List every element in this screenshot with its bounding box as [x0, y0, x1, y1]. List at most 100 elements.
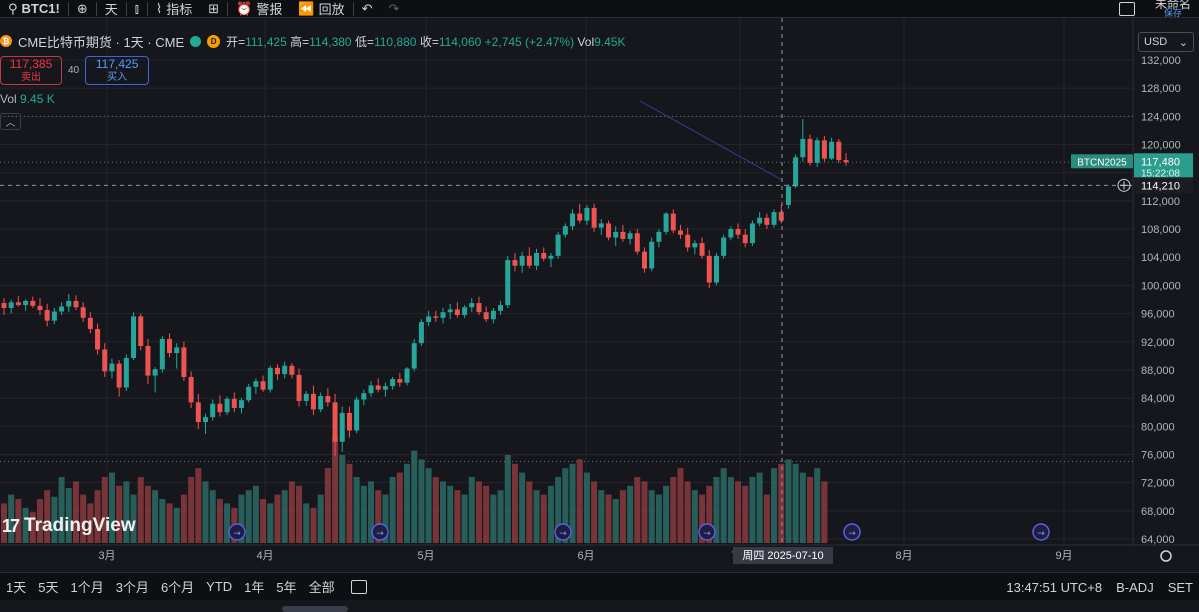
volume-bar — [22, 507, 29, 543]
clock-timezone[interactable]: 13:47:51 UTC+8 — [1006, 579, 1103, 595]
candle-body — [51, 311, 57, 321]
sell-button[interactable]: 117,385 卖出 — [0, 55, 62, 85]
redo-button[interactable]: ↷ — [381, 0, 408, 18]
range-button[interactable]: 6个月 — [160, 580, 195, 595]
range-button[interactable]: 5年 — [276, 580, 297, 595]
candle-body — [274, 367, 280, 375]
save-layout-button[interactable]: 未命名 保存 — [1147, 0, 1199, 18]
crosshair-date-badge — [733, 547, 833, 564]
volume-bar — [80, 494, 87, 543]
volume-bar — [475, 481, 482, 543]
templates-button[interactable]: ⊞ — [200, 0, 227, 18]
candle-body — [505, 260, 511, 306]
volume-bar — [619, 490, 626, 543]
ohlc-values: 开=111,425 高=114,380 低=110,880 收=114,060 … — [226, 33, 625, 50]
candle-body — [785, 186, 791, 205]
candle-body — [73, 300, 79, 308]
candle-body — [807, 138, 813, 163]
volume-bar — [807, 477, 814, 543]
session-toggle[interactable]: SET — [1167, 579, 1193, 595]
candle-body — [728, 229, 734, 238]
volume-bar — [735, 481, 742, 543]
chart-type-button[interactable]: ⫾ — [127, 0, 147, 18]
candle-body — [591, 207, 597, 228]
candle-body — [131, 316, 137, 358]
volume-bar — [382, 494, 389, 543]
candles-icon: ⫾ — [134, 0, 139, 16]
volume-bar — [144, 485, 151, 543]
volume-bar — [468, 477, 475, 543]
candle-body — [570, 213, 576, 227]
collapse-legend-button[interactable]: ︿ — [0, 113, 21, 130]
volume-bar — [252, 485, 259, 543]
candle-body — [282, 365, 288, 375]
chevron-up-icon: ︿ — [5, 118, 16, 129]
divider — [146, 1, 148, 16]
volume-bar — [454, 490, 461, 543]
candle-body — [577, 213, 583, 221]
volume-bar — [634, 477, 641, 543]
range-button[interactable]: 1天 — [6, 580, 27, 595]
range-button[interactable]: YTD — [206, 579, 233, 594]
candle-body — [685, 234, 691, 248]
volume-bar — [749, 477, 756, 543]
x-tick-label: 6月 — [577, 550, 594, 562]
market-status-icon — [190, 35, 202, 47]
volume-bar — [583, 472, 590, 543]
adjustment-toggle[interactable]: B-ADJ — [1116, 579, 1154, 595]
range-button[interactable]: 3个月 — [115, 580, 149, 595]
y-tick-label: 68,000 — [1141, 506, 1175, 518]
y-tick-label: 104,000 — [1141, 252, 1181, 264]
change-value: +2,745 (+2.47%) — [484, 34, 575, 49]
x-tick-label: 4月 — [256, 550, 273, 562]
volume-bar — [562, 468, 569, 543]
y-tick-label: 64,000 — [1141, 534, 1175, 546]
symbol-title[interactable]: CME比特币期货 · 1天 · CME — [18, 34, 185, 50]
indicators-button[interactable]: ⌇ 指标 — [148, 0, 200, 18]
volume-bar — [569, 463, 576, 543]
symbol-search[interactable]: ⚲ BTC1! — [0, 0, 68, 18]
candle-body — [620, 231, 626, 239]
candle-body — [821, 140, 827, 159]
volume-bar — [1, 503, 7, 543]
volume-bar — [116, 485, 123, 543]
candle-body — [692, 243, 698, 248]
price-chart[interactable]: 132,000128,000124,000120,000116,000112,0… — [0, 18, 1199, 572]
candle-body — [677, 230, 683, 235]
buy-button[interactable]: 117,425 买入 — [85, 55, 150, 85]
range-button[interactable]: 5天 — [38, 580, 59, 595]
calendar-icon[interactable] — [350, 579, 367, 594]
volume-legend: Vol 9.45 K — [0, 92, 55, 106]
undo-button[interactable]: ↶ — [354, 0, 381, 18]
interval-button[interactable]: 天 — [97, 0, 126, 18]
range-button[interactable]: 全部 — [308, 580, 335, 595]
volume-bar — [368, 481, 375, 543]
volume-bar — [526, 481, 533, 543]
last-price-value: 117,480 — [1141, 156, 1180, 168]
tradingview-mark-icon: 17 — [2, 515, 20, 536]
currency-select[interactable]: USD ⌄ — [1138, 32, 1194, 52]
y-tick-label: 92,000 — [1141, 337, 1175, 349]
volume-bar — [504, 455, 511, 543]
replay-button[interactable]: ⏪ 回放 — [290, 0, 352, 18]
candle-body — [87, 317, 93, 330]
volume-bar — [130, 494, 137, 543]
volume-bar — [195, 468, 202, 543]
volume-bar — [332, 437, 339, 543]
layout-icon[interactable] — [1118, 2, 1135, 16]
candle-body — [598, 223, 604, 228]
candle-body — [44, 310, 50, 321]
volume-bar — [36, 499, 43, 543]
scroll-handle[interactable] — [282, 606, 348, 612]
candle-body — [303, 393, 309, 401]
alarm-clock-icon: ⏰ — [236, 0, 253, 16]
range-button[interactable]: 1年 — [244, 580, 265, 595]
layout-name: 未命名 — [1154, 0, 1191, 11]
candle-body — [843, 160, 849, 163]
close-value: 114,060 — [438, 34, 482, 49]
compare-button[interactable]: ⊕ — [69, 0, 96, 18]
alert-button[interactable]: ⏰ 警报 — [228, 0, 290, 18]
range-button[interactable]: 1个月 — [70, 580, 104, 595]
volume-bar — [425, 468, 432, 543]
search-icon: ⚲ — [8, 0, 18, 16]
